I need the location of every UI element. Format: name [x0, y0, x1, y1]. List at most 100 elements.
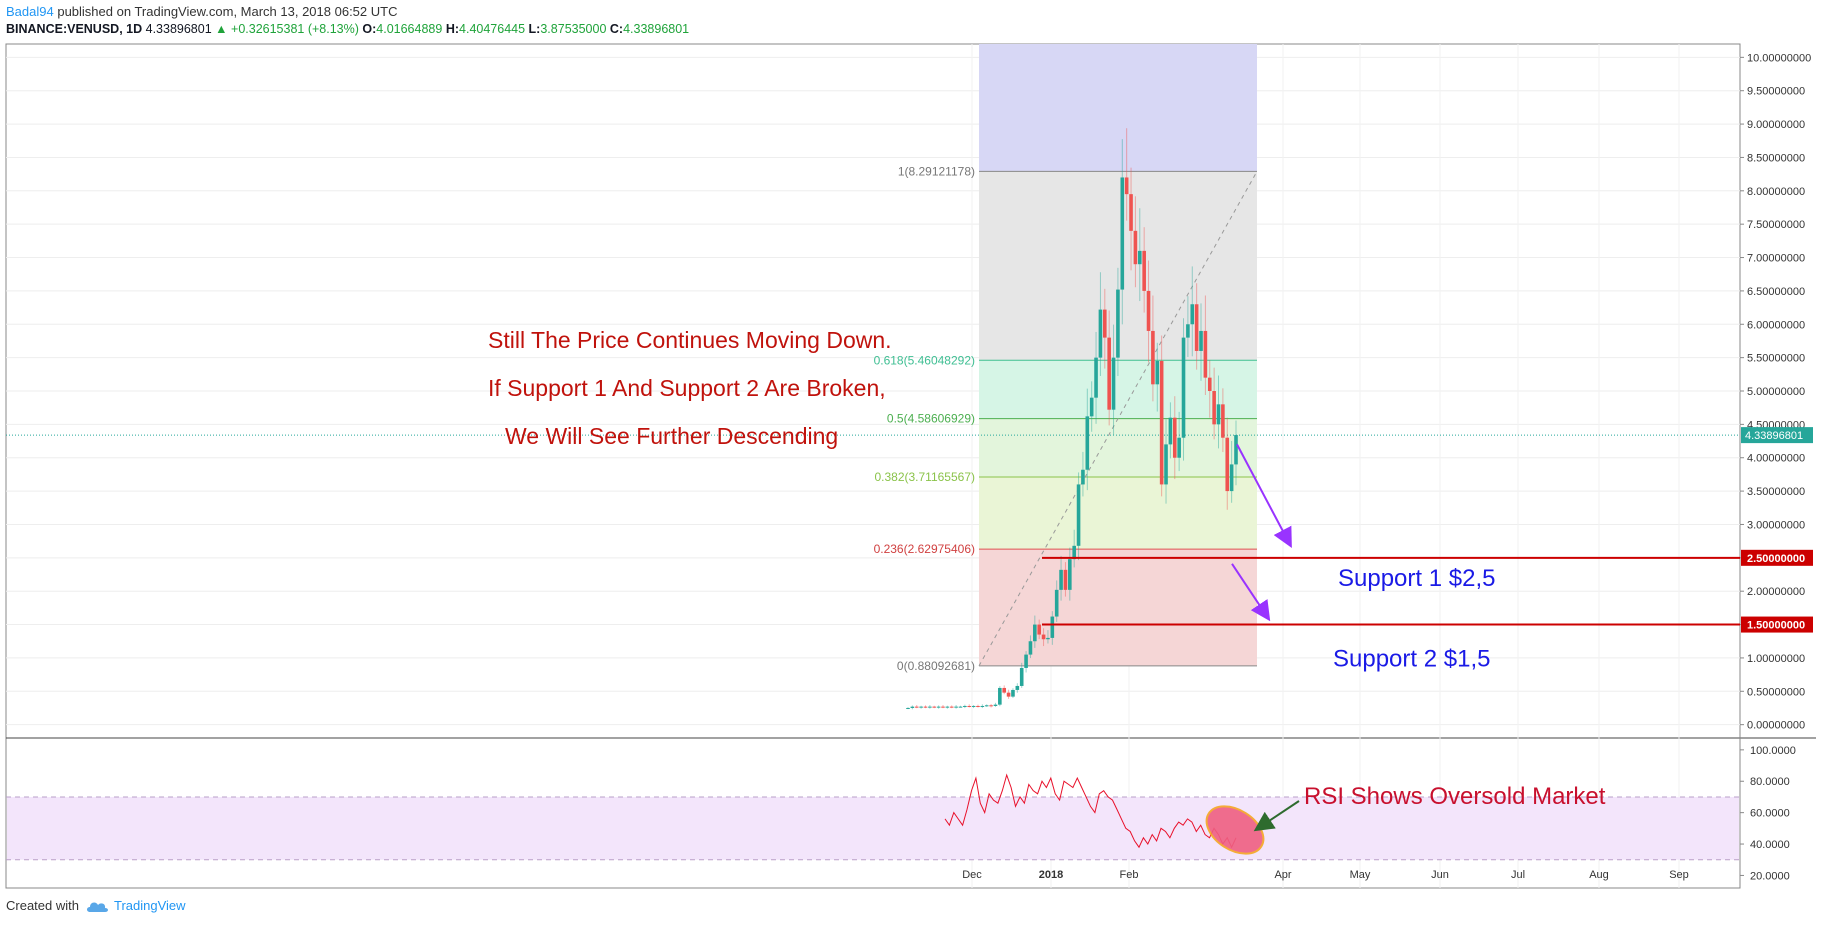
- price-tick-label: 7.50000000: [1747, 219, 1805, 231]
- fib-zone: [979, 549, 1257, 666]
- candle-body: [1019, 667, 1024, 686]
- candle-body: [971, 705, 976, 707]
- candle-body: [1124, 177, 1129, 195]
- price-chart[interactable]: 0.00000000 0.50000000 1.00000000 1.50000000…: [0, 0, 1822, 890]
- candle-body: [1037, 624, 1041, 635]
- candle-body: [1076, 484, 1081, 546]
- candle-body: [1164, 444, 1168, 485]
- rsi-line: [944, 773, 1237, 849]
- footer: Created with TradingView: [6, 898, 186, 913]
- price-tick-label: 7.00000000: [1747, 253, 1805, 265]
- oversold-highlight: [1205, 805, 1265, 855]
- time-tick-label: Aug: [1589, 869, 1609, 881]
- time-tick-label: Jul: [1511, 869, 1525, 881]
- support-annotation: Support 1 $2,5: [1338, 565, 1495, 592]
- candle-body: [1216, 404, 1221, 425]
- current-price-label: 4.33896801: [1745, 430, 1803, 442]
- tradingview-link[interactable]: TradingView: [85, 898, 186, 913]
- price-tick-label: 4.00000000: [1747, 453, 1805, 465]
- candle-body: [941, 706, 945, 708]
- candle-body: [1107, 337, 1111, 410]
- rsi-tick-label: 100.0000: [1750, 745, 1796, 757]
- candle-body: [1120, 177, 1125, 290]
- candle-body: [1046, 637, 1050, 640]
- support-price-tag: [1741, 549, 1813, 566]
- candle-body: [993, 704, 998, 706]
- candle-body: [1212, 391, 1216, 425]
- candle-body: [906, 707, 910, 709]
- low-label: L:: [528, 22, 541, 36]
- candle-body: [954, 706, 958, 708]
- up-triangle-icon: ▲: [215, 22, 228, 36]
- candle-body: [1151, 330, 1155, 385]
- last-price: 4.33896801: [145, 22, 212, 36]
- high-value: 4.40476445: [459, 22, 526, 36]
- annotation-line: We Will See Further Descending: [505, 423, 838, 449]
- candle-body: [1072, 545, 1076, 560]
- candle-body: [919, 706, 923, 708]
- candle-body: [1094, 357, 1098, 398]
- candle-body: [1186, 324, 1190, 338]
- candle-body: [1054, 589, 1059, 617]
- candle-body: [1116, 289, 1120, 358]
- open-value: 4.01664889: [376, 22, 443, 36]
- candle-body: [1155, 360, 1160, 385]
- rsi-band: [7, 796, 1739, 860]
- candle-body: [1129, 194, 1133, 231]
- fib-level-label: 0.382(3.71165567): [874, 470, 975, 484]
- candle-body: [1133, 230, 1138, 265]
- support-price-tag: [1741, 616, 1813, 633]
- candle-body: [1063, 569, 1068, 590]
- fib-zone: [979, 476, 1257, 550]
- published-info: published on TradingView.com, March 13, …: [57, 4, 398, 19]
- rsi-tick-label: 40.0000: [1750, 839, 1790, 851]
- time-tick-label: Dec: [962, 869, 982, 881]
- price-tick-label: 8.50000000: [1747, 152, 1805, 164]
- down-arrow-2: [1231, 563, 1271, 622]
- candle-body: [984, 705, 989, 707]
- rsi-tick-label: 60.0000: [1750, 808, 1790, 820]
- candle-body: [1190, 304, 1195, 325]
- annotation-line: Still The Price Continues Moving Down.: [488, 327, 892, 353]
- candle-body: [1221, 404, 1225, 438]
- time-tick-label: Feb: [1120, 869, 1139, 881]
- fib-zone: [979, 44, 1257, 172]
- price-tick-label: 1.00000000: [1747, 653, 1805, 665]
- candle-body: [1234, 435, 1238, 465]
- candle-body: [1111, 357, 1116, 410]
- author-link[interactable]: Badal94: [6, 4, 54, 19]
- candle-body: [1159, 360, 1164, 485]
- annotation-line: If Support 1 And Support 2 Are Broken,: [488, 375, 886, 401]
- current-price-tag: [1741, 427, 1813, 444]
- fib-trend-line: [978, 171, 1258, 667]
- candle-body: [1011, 689, 1015, 697]
- time-tick-label: Jun: [1431, 869, 1449, 881]
- time-tick-label: Apr: [1274, 869, 1291, 881]
- candle-body: [958, 706, 963, 708]
- candle-body: [923, 706, 928, 708]
- time-tick-label: Sep: [1669, 869, 1689, 881]
- price-tick-label: 3.00000000: [1747, 519, 1805, 531]
- price-tick-label: 0.50000000: [1747, 686, 1805, 698]
- candle-body: [1146, 290, 1151, 331]
- candle-body: [1225, 437, 1230, 492]
- candle-body: [967, 705, 972, 707]
- candle-body: [1081, 469, 1085, 485]
- fib-level-label: 0.236(2.62975406): [874, 542, 975, 556]
- created-with-label: Created with: [6, 898, 79, 913]
- down-arrow-1: [1236, 443, 1292, 549]
- candle-body: [1068, 559, 1072, 590]
- candle-body: [1050, 616, 1055, 638]
- rsi-tick-label: 80.0000: [1750, 776, 1790, 788]
- price-tick-label: 6.00000000: [1747, 319, 1805, 331]
- candle-body: [1089, 397, 1094, 417]
- candle-body: [980, 705, 985, 707]
- change-value: +0.32615381 (+8.13%): [231, 22, 359, 36]
- ticker-bar: BINANCE:VENUSD, 1D 4.33896801 ▲ +0.32615…: [6, 20, 689, 38]
- candle-body: [1006, 692, 1011, 697]
- candle-body: [1041, 634, 1046, 640]
- candle-body: [1229, 464, 1234, 492]
- symbol-label: BINANCE:VENUSD, 1D: [6, 22, 143, 36]
- candle-body: [1002, 687, 1007, 693]
- candle-body: [1172, 417, 1177, 458]
